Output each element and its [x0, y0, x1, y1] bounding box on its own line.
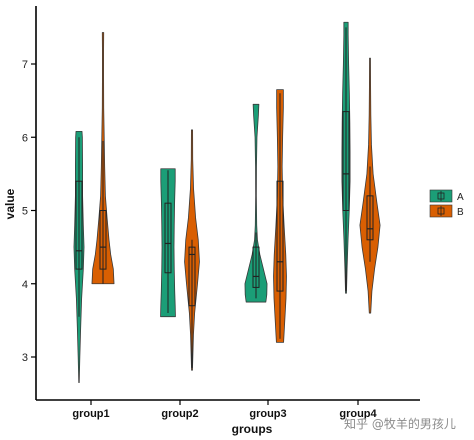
x-tick-label: group4 — [339, 408, 377, 420]
box-B-group4 — [366, 195, 374, 241]
box-A-group1 — [75, 180, 83, 270]
y-axis-title: value — [3, 188, 17, 219]
y-tick-label: 4 — [22, 279, 28, 291]
legend: AB — [429, 189, 464, 218]
box-A-group2 — [164, 202, 172, 274]
legend-key-box — [437, 207, 445, 215]
violin-A-group3 — [244, 103, 268, 303]
violin-plot-area — [73, 21, 381, 384]
y-tick-label: 7 — [22, 59, 28, 71]
box-B-group1 — [99, 210, 107, 270]
watermark: 知乎 @牧羊的男孩儿 — [344, 416, 456, 431]
x-tick-label: group1 — [72, 408, 109, 420]
box-B-group2 — [188, 246, 196, 307]
box-A-group4 — [342, 111, 350, 211]
legend-key-box — [437, 192, 445, 200]
x-axis-ticks: group1 group2 group3 group4 — [72, 400, 378, 420]
y-tick-label: 3 — [22, 352, 28, 364]
x-tick-label: group2 — [161, 408, 198, 420]
box-A-group3 — [252, 246, 260, 288]
box-B-group3 — [276, 180, 284, 292]
y-tick-label: 5 — [22, 206, 28, 218]
x-axis-title: groups — [232, 422, 273, 436]
y-axis-ticks: 3 4 5 6 7 — [22, 59, 36, 364]
x-tick-label: group3 — [249, 408, 286, 420]
legend-label-A: A — [457, 192, 464, 203]
y-tick-label: 6 — [22, 132, 28, 144]
legend-label-B: B — [457, 207, 464, 218]
